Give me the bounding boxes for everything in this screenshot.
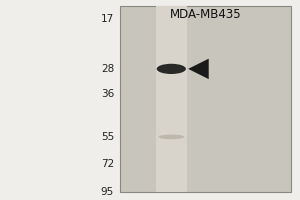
Text: 55: 55	[101, 132, 114, 142]
Ellipse shape	[157, 64, 186, 74]
Polygon shape	[188, 59, 209, 79]
Text: 17: 17	[101, 14, 114, 24]
Text: 28: 28	[101, 64, 114, 74]
Bar	[156, 6, 187, 192]
Bar	[120, 6, 291, 192]
Text: 95: 95	[101, 187, 114, 197]
Text: MDA-MB435: MDA-MB435	[170, 8, 241, 21]
Text: 72: 72	[101, 159, 114, 169]
Ellipse shape	[158, 135, 184, 139]
Text: 36: 36	[101, 89, 114, 99]
